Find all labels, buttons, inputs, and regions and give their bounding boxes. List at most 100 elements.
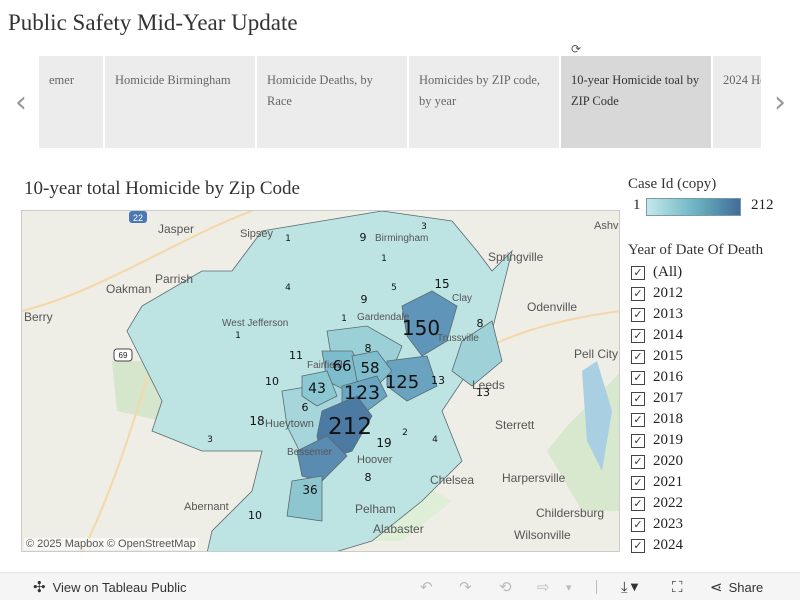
place-label: Berry	[24, 310, 53, 324]
legend-title: Case Id (copy)	[628, 176, 717, 192]
svg-text:69: 69	[119, 351, 128, 360]
zip-value-label: 212	[328, 414, 372, 440]
fullscreen-button[interactable]: ⛶	[672, 573, 683, 600]
undo-button[interactable]: ↶	[420, 573, 433, 600]
filter-option[interactable]: ✓ 2022	[628, 493, 798, 514]
fullscreen-icon: ⛶	[672, 578, 683, 596]
story-tab-10-year-total[interactable]: 10-year Homicide toal by ZIP Code	[561, 56, 711, 148]
zip-43	[301, 370, 338, 407]
filter-option[interactable]: ✓ 2019	[628, 430, 798, 451]
story-tab-homicide-by-race[interactable]: Homicide Deaths, by Race	[257, 56, 407, 148]
filter-option-label: 2012	[653, 285, 683, 301]
place-label: Ashvi	[594, 220, 620, 232]
filter-option[interactable]: ✓ 2021	[628, 472, 798, 493]
checkbox[interactable]: ✓	[631, 265, 645, 280]
zip-value-label: 8	[477, 317, 484, 330]
place-label: Hueytown	[265, 418, 314, 430]
legend-gradient-bar	[646, 198, 741, 216]
undo-icon: ↶	[420, 578, 433, 596]
shield-69: 69	[113, 348, 133, 362]
shield-22: 22	[129, 211, 147, 223]
tableau-toolbar: ✣ View on Tableau Public ↶ ↷ ⟲ ⇨ ▾ ⤓ ▼ ⛶…	[0, 572, 800, 600]
refresh-data-icon: ⇨	[537, 578, 550, 596]
checkbox[interactable]: ✓	[631, 349, 645, 364]
filter-option-label: 2017	[653, 390, 683, 406]
checkbox[interactable]: ✓	[631, 538, 645, 553]
checkbox[interactable]: ✓	[631, 286, 645, 301]
filter-option-label: 2023	[653, 516, 683, 532]
carousel-next-button[interactable]: ›	[774, 84, 786, 120]
choropleth-map[interactable]: 22 69 Jasper Sipsey Parrish Oa	[21, 210, 620, 552]
checkbox[interactable]: ✓	[631, 307, 645, 322]
zip-value-label: 123	[344, 382, 380, 404]
redo-button[interactable]: ↷	[459, 573, 472, 600]
checkbox[interactable]: ✓	[631, 517, 645, 532]
filter-option[interactable]: ✓ 2013	[628, 304, 798, 325]
carousel-prev-button[interactable]: ‹	[15, 84, 27, 120]
story-tab-2024-census[interactable]: 2024 Ho Census	[713, 56, 761, 148]
checkbox[interactable]: ✓	[631, 412, 645, 427]
story-tab-homicides-by-zip-year[interactable]: Homicides by ZIP code, by year	[409, 56, 559, 148]
filter-option[interactable]: ✓ 2017	[628, 388, 798, 409]
filter-title: Year of Date Of Death	[628, 242, 764, 258]
view-on-tableau-label: View on Tableau Public	[52, 579, 187, 595]
filter-option-label: 2020	[653, 453, 683, 469]
pause-button[interactable]: ▾	[566, 573, 572, 600]
filter-option-label: 2015	[653, 348, 683, 364]
place-label: Gardendale	[357, 312, 410, 323]
checkbox[interactable]: ✓	[631, 475, 645, 490]
map-attribution[interactable]: © 2025 Mapbox © OpenStreetMap	[24, 538, 198, 550]
filter-option[interactable]: ✓ 2020	[628, 451, 798, 472]
story-tab-0[interactable]: emer	[39, 56, 103, 148]
filter-option-label: 2018	[653, 411, 683, 427]
place-label: Sterrett	[495, 418, 535, 432]
zip-value-label: 13	[476, 386, 490, 399]
filter-option-label: 2022	[653, 495, 683, 511]
filter-option-label: 2016	[653, 369, 683, 385]
legend-scale: 1 212	[628, 196, 798, 216]
place-label: Leeds	[472, 378, 505, 392]
checkbox[interactable]: ✓	[631, 370, 645, 385]
place-label: Abernant	[184, 501, 229, 513]
story-tab-homicide-birmingham[interactable]: Homicide Birmingham	[105, 56, 255, 148]
zip-value-label: 19	[376, 436, 391, 450]
share-button[interactable]: ⋖ Share	[710, 573, 763, 600]
checkbox[interactable]: ✓	[631, 391, 645, 406]
chevron-down-icon: ▼	[630, 581, 639, 593]
zip-value-label: 5	[391, 283, 397, 293]
filter-option[interactable]: ✓ (All)	[628, 262, 798, 283]
checkbox[interactable]: ✓	[631, 433, 645, 448]
zip-value-label: 4	[285, 283, 291, 293]
year-filter: Year of Date Of Death ✓ (All) ✓ 2012 ✓ 2013 ✓ 2…	[628, 242, 798, 556]
place-label: Fairfield	[307, 360, 343, 371]
filter-option[interactable]: ✓ 2023	[628, 514, 798, 535]
checkbox[interactable]: ✓	[631, 328, 645, 343]
zip-value-label: 1	[285, 234, 291, 244]
zip-value-label: 3	[421, 222, 427, 232]
revert-button[interactable]: ⟲	[499, 573, 512, 600]
map-title: 10-year total Homicide by Zip Code	[24, 178, 300, 199]
checkbox[interactable]: ✓	[631, 496, 645, 511]
filter-option[interactable]: ✓ 2024	[628, 535, 798, 556]
place-label: Hoover	[357, 454, 393, 466]
zip-value-label: 3	[207, 435, 213, 445]
download-button[interactable]: ⤓ ▼	[621, 573, 638, 600]
filter-option[interactable]: ✓ 2018	[628, 409, 798, 430]
filter-option[interactable]: ✓ 2015	[628, 346, 798, 367]
view-on-tableau-public-link[interactable]: ✣ View on Tableau Public	[33, 573, 187, 600]
filter-option[interactable]: ✓ 2014	[628, 325, 798, 346]
place-label: West Jefferson	[222, 318, 288, 329]
zip-value-label: 36	[302, 483, 317, 497]
refresh-button[interactable]: ⇨	[537, 573, 550, 600]
filter-option[interactable]: ✓ 2012	[628, 283, 798, 304]
story-carousel: ‹ emer Homicide Birmingham Homicide Deat…	[0, 56, 800, 148]
filter-option[interactable]: ✓ 2016	[628, 367, 798, 388]
filter-option-label: 2013	[653, 306, 683, 322]
place-label: Springville	[488, 250, 544, 264]
checkbox[interactable]: ✓	[631, 454, 645, 469]
refresh-icon[interactable]: ⟳	[571, 42, 582, 56]
story-points: emer Homicide Birmingham Homicide Deaths…	[39, 56, 761, 148]
place-label: Wilsonville	[514, 528, 571, 542]
zip-value-label: 8	[365, 471, 372, 484]
share-label: Share	[728, 579, 764, 595]
